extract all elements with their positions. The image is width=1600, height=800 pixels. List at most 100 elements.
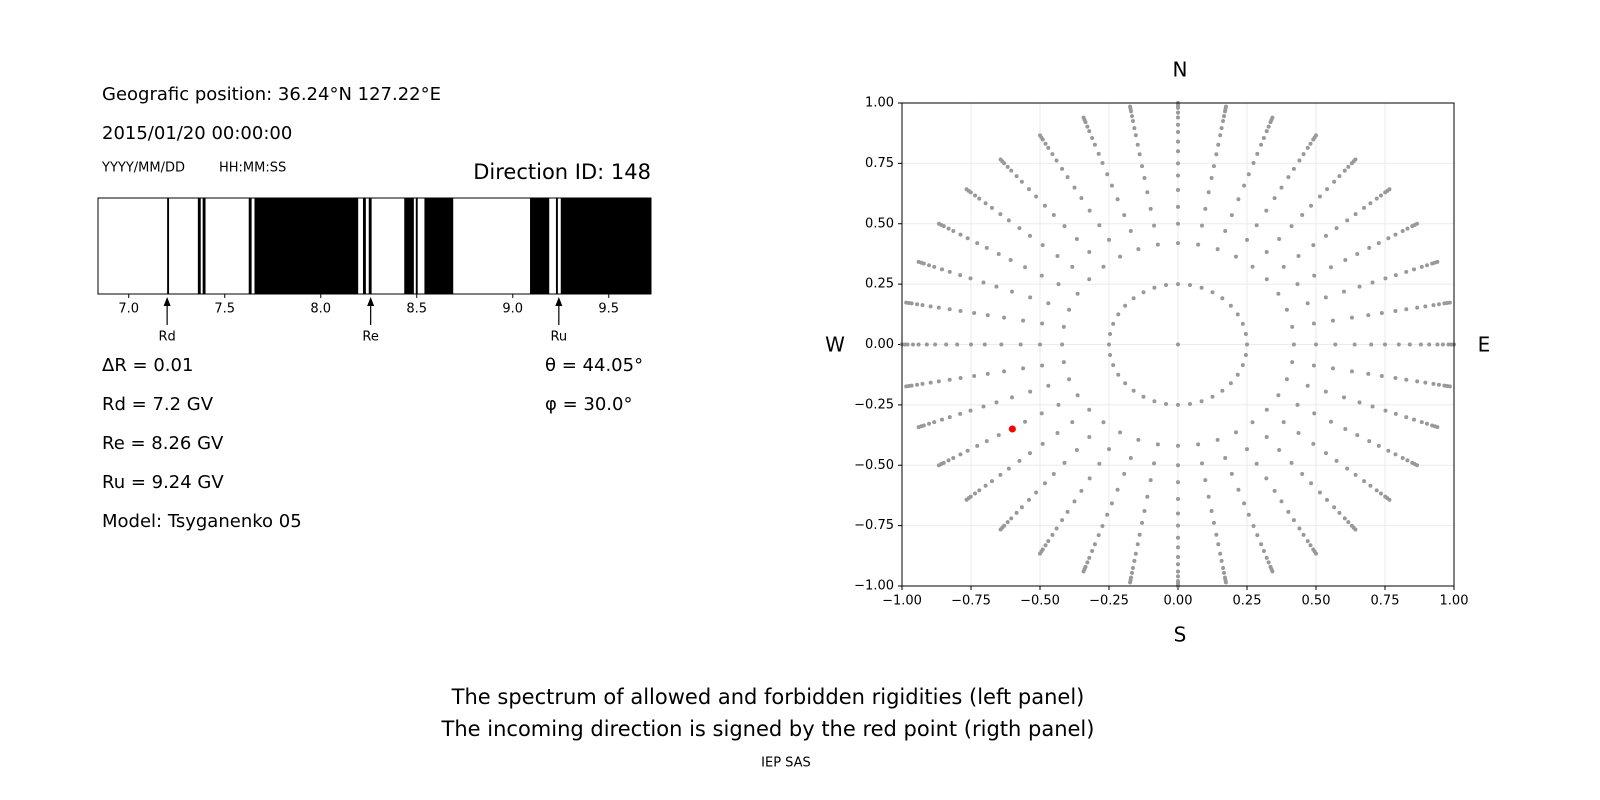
direction-point xyxy=(1101,264,1106,269)
direction-point xyxy=(968,408,973,413)
direction-point xyxy=(968,276,973,281)
direction-point xyxy=(947,415,952,420)
direction-point xyxy=(920,381,925,386)
x-tick-label: 7.0 xyxy=(118,302,139,317)
direction-point xyxy=(936,463,941,468)
direction-point xyxy=(904,384,909,389)
direction-point xyxy=(916,425,921,430)
direction-point xyxy=(1087,129,1092,134)
direction-point xyxy=(1109,183,1114,188)
plot-frame xyxy=(901,102,1455,587)
direction-point xyxy=(1176,204,1180,209)
direction-point xyxy=(1328,419,1333,424)
direction-point xyxy=(1276,393,1281,398)
direction-point xyxy=(955,342,960,347)
direction-point xyxy=(1038,551,1042,556)
direction-point xyxy=(1152,399,1157,404)
direction-point xyxy=(1141,290,1146,295)
direction-point xyxy=(1136,247,1141,252)
direction-point xyxy=(1038,133,1042,138)
direction-point xyxy=(965,448,970,453)
direction-point xyxy=(1435,342,1440,347)
direction-point xyxy=(1136,437,1141,442)
direction-point xyxy=(1440,342,1445,347)
marker-label: Rd xyxy=(158,330,175,345)
direction-point xyxy=(1431,381,1436,386)
direction-point xyxy=(1092,542,1097,547)
direction-point xyxy=(1222,570,1227,575)
direction-point xyxy=(1060,518,1065,523)
x-tick-label: 8.0 xyxy=(310,302,331,317)
direction-point xyxy=(1297,158,1302,163)
direction-point xyxy=(1353,212,1358,217)
direction-point xyxy=(1383,276,1388,281)
direction-point xyxy=(1220,296,1225,301)
direction-point xyxy=(1314,342,1318,347)
direction-point xyxy=(1317,194,1322,199)
direction-point xyxy=(1130,118,1135,123)
direction-point xyxy=(1074,447,1079,452)
y-tick-label: −0.50 xyxy=(854,458,894,473)
direction-point xyxy=(905,342,910,347)
direction-point xyxy=(1357,284,1362,289)
direction-point xyxy=(964,187,969,192)
direction-point xyxy=(1051,213,1056,218)
direction-point xyxy=(994,400,999,405)
direction-point xyxy=(1393,411,1398,416)
direction-point xyxy=(1155,242,1160,247)
direction-point xyxy=(985,313,990,318)
direction-point xyxy=(1378,491,1383,496)
direction-point xyxy=(1131,296,1136,301)
direction-point xyxy=(1135,142,1140,147)
direction-point xyxy=(1176,569,1180,574)
direction-point xyxy=(1079,488,1084,493)
direction-point xyxy=(1199,223,1204,228)
direction-point xyxy=(1199,399,1204,404)
direction-point xyxy=(1002,369,1007,374)
datetime: 2015/01/20 00:00:00 xyxy=(102,123,292,144)
direction-point xyxy=(1005,164,1010,169)
direction-point xyxy=(1061,324,1066,329)
direction-point xyxy=(958,411,963,416)
direction-point xyxy=(1289,224,1294,229)
direction-point xyxy=(1251,160,1256,165)
direction-point xyxy=(1040,363,1045,368)
direction-point xyxy=(1400,228,1405,233)
direction-point xyxy=(975,241,980,246)
direction-point xyxy=(983,201,988,206)
direction-point xyxy=(1133,551,1138,556)
direction-point xyxy=(1270,115,1275,120)
direction-point xyxy=(1051,471,1056,476)
x-tick-label: 8.5 xyxy=(406,302,427,317)
direction-point xyxy=(1018,342,1023,347)
direction-point xyxy=(1386,448,1391,453)
direction-point xyxy=(1123,303,1128,308)
direction-point xyxy=(1096,151,1101,156)
direction-point xyxy=(1219,126,1224,131)
x-tick-label: −1.00 xyxy=(882,594,922,609)
direction-point xyxy=(1062,224,1067,229)
direction-point xyxy=(1314,551,1318,556)
direction-point xyxy=(1233,254,1238,259)
direction-point xyxy=(1419,264,1424,269)
direction-point xyxy=(1021,318,1026,323)
direction-point xyxy=(915,382,920,387)
direction-point xyxy=(1062,460,1067,465)
direction-point xyxy=(1323,233,1328,238)
direction-point xyxy=(1404,307,1409,312)
forbidden-band xyxy=(415,198,418,294)
direction-point xyxy=(1209,508,1214,513)
direction-point xyxy=(1140,164,1145,169)
direction-point xyxy=(1152,285,1157,290)
direction-point xyxy=(928,304,933,309)
forbidden-band xyxy=(555,198,558,294)
direction-point xyxy=(1105,512,1110,517)
direction-point xyxy=(1245,237,1249,242)
direction-point xyxy=(958,452,963,457)
direction-point xyxy=(1383,408,1388,413)
direction-point xyxy=(1221,566,1226,571)
direction-point xyxy=(951,456,956,461)
direction-point xyxy=(1424,421,1429,426)
direction-point xyxy=(1176,574,1180,579)
forbidden-band xyxy=(254,198,359,294)
